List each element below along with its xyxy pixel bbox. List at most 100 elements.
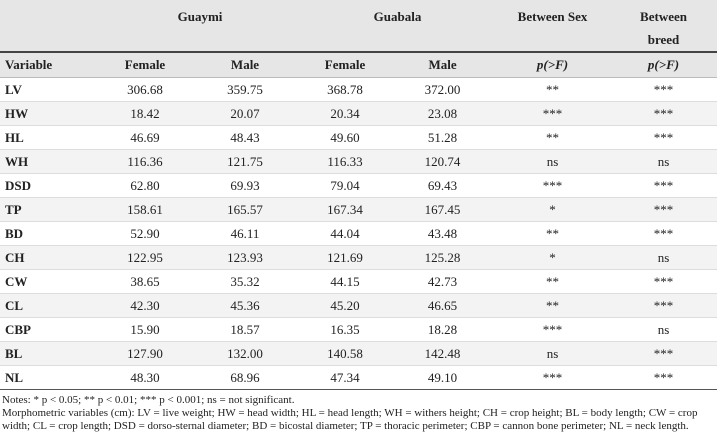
cell: 121.69: [300, 245, 391, 270]
cell: 62.80: [100, 173, 190, 198]
column-label: Female: [300, 51, 391, 78]
cell: 372.00: [390, 77, 496, 102]
header-cell: [0, 0, 100, 52]
column-label: p(>F): [495, 51, 611, 78]
column-label: Variable: [0, 51, 100, 78]
cell: 142.48: [390, 341, 496, 366]
cell: 359.75: [190, 77, 301, 102]
cell: **: [495, 293, 611, 318]
cell: **: [495, 221, 611, 246]
column-label: Male: [390, 51, 496, 78]
cell: ***: [610, 101, 717, 126]
cell: 167.34: [300, 197, 391, 222]
cell: 23.08: [390, 101, 496, 126]
cell: 18.57: [190, 317, 301, 342]
cell: ***: [495, 173, 611, 198]
cell: ns: [495, 341, 611, 366]
cell: 120.74: [390, 149, 496, 174]
table-row: CH 122.95 123.93 121.69 125.28 * ns: [0, 245, 717, 270]
cell: 42.30: [100, 293, 190, 318]
cell: 69.43: [390, 173, 496, 198]
row-label: CW: [0, 269, 100, 294]
note: Notes: * p < 0.05; ** p < 0.01; *** p < …: [2, 394, 295, 406]
row-label: LV: [0, 77, 100, 102]
cell: **: [495, 77, 611, 102]
group-label-text: Between breed: [640, 9, 687, 47]
cell: 123.93: [190, 245, 301, 270]
cell: 165.57: [190, 197, 301, 222]
cell: 35.32: [190, 269, 301, 294]
row-label: TP: [0, 197, 100, 222]
column-label: Male: [190, 51, 301, 78]
cell: 69.93: [190, 173, 301, 198]
cell: ***: [610, 221, 717, 246]
cell: ns: [610, 149, 717, 174]
row-label: BL: [0, 341, 100, 366]
cell: 44.15: [300, 269, 391, 294]
notes: Notes: * p < 0.05; ** p < 0.01; *** p < …: [0, 390, 717, 433]
row-label: WH: [0, 149, 100, 174]
cell: 116.36: [100, 149, 190, 174]
table-row: CW 38.65 35.32 44.15 42.73 ** ***: [0, 269, 717, 294]
cell: 16.35: [300, 317, 391, 342]
group-label: Guaymi: [100, 0, 301, 52]
group-label: Between breed: [610, 0, 717, 52]
cell: 121.75: [190, 149, 301, 174]
cell: 42.73: [390, 269, 496, 294]
cell: 48.30: [100, 365, 190, 390]
table-row: WH 116.36 121.75 116.33 120.74 ns ns: [0, 149, 717, 174]
cell: 68.96: [190, 365, 301, 390]
cell: 43.48: [390, 221, 496, 246]
group-header: Guaymi Guabala Between Sex Between breed: [0, 0, 717, 52]
cell: 20.34: [300, 101, 391, 126]
cell: 18.28: [390, 317, 496, 342]
cell: ***: [610, 77, 717, 102]
cell: ns: [610, 317, 717, 342]
cell: 127.90: [100, 341, 190, 366]
table-row: CL 42.30 45.36 45.20 46.65 ** ***: [0, 293, 717, 318]
cell: 51.28: [390, 125, 496, 150]
table-body: LV 306.68 359.75 368.78 372.00 ** *** HW 18.42 20…: [0, 77, 717, 390]
cell: 158.61: [100, 197, 190, 222]
cell: ***: [495, 317, 611, 342]
cell: ns: [495, 149, 611, 174]
cell: 45.36: [190, 293, 301, 318]
row-label: BD: [0, 221, 100, 246]
group-label: Between Sex: [495, 0, 611, 52]
table-row: BD 52.90 46.11 44.04 43.48 ** ***: [0, 221, 717, 246]
row-label: DSD: [0, 173, 100, 198]
cell: 167.45: [390, 197, 496, 222]
column-label: Female: [100, 51, 190, 78]
cell: 45.20: [300, 293, 391, 318]
table-row: HW 18.42 20.07 20.34 23.08 *** ***: [0, 101, 717, 126]
cell: 49.10: [390, 365, 496, 390]
cell: ***: [495, 365, 611, 390]
cell: *: [495, 245, 611, 270]
cell: 46.65: [390, 293, 496, 318]
note: Morphometric variables (cm): LV = live w…: [2, 407, 698, 432]
table-row: BL 127.90 132.00 140.58 142.48 ns ***: [0, 341, 717, 366]
cell: 49.60: [300, 125, 391, 150]
cell: 122.95: [100, 245, 190, 270]
cell: 125.28: [390, 245, 496, 270]
cell: 15.90: [100, 317, 190, 342]
cell: ns: [610, 245, 717, 270]
table-row: NL 48.30 68.96 47.34 49.10 *** ***: [0, 365, 717, 390]
cell: 20.07: [190, 101, 301, 126]
cell: ***: [610, 341, 717, 366]
row-label: CH: [0, 245, 100, 270]
cell: 38.65: [100, 269, 190, 294]
cell: *: [495, 197, 611, 222]
table-row: HL 46.69 48.43 49.60 51.28 ** ***: [0, 125, 717, 150]
cell: 46.69: [100, 125, 190, 150]
table-row: DSD 62.80 69.93 79.04 69.43 *** ***: [0, 173, 717, 198]
cell: ***: [610, 197, 717, 222]
cell: 52.90: [100, 221, 190, 246]
row-label: CL: [0, 293, 100, 318]
row-label: HL: [0, 125, 100, 150]
cell: 79.04: [300, 173, 391, 198]
column-label: p(>F): [610, 51, 717, 78]
row-label: CBP: [0, 317, 100, 342]
cell: ***: [610, 125, 717, 150]
